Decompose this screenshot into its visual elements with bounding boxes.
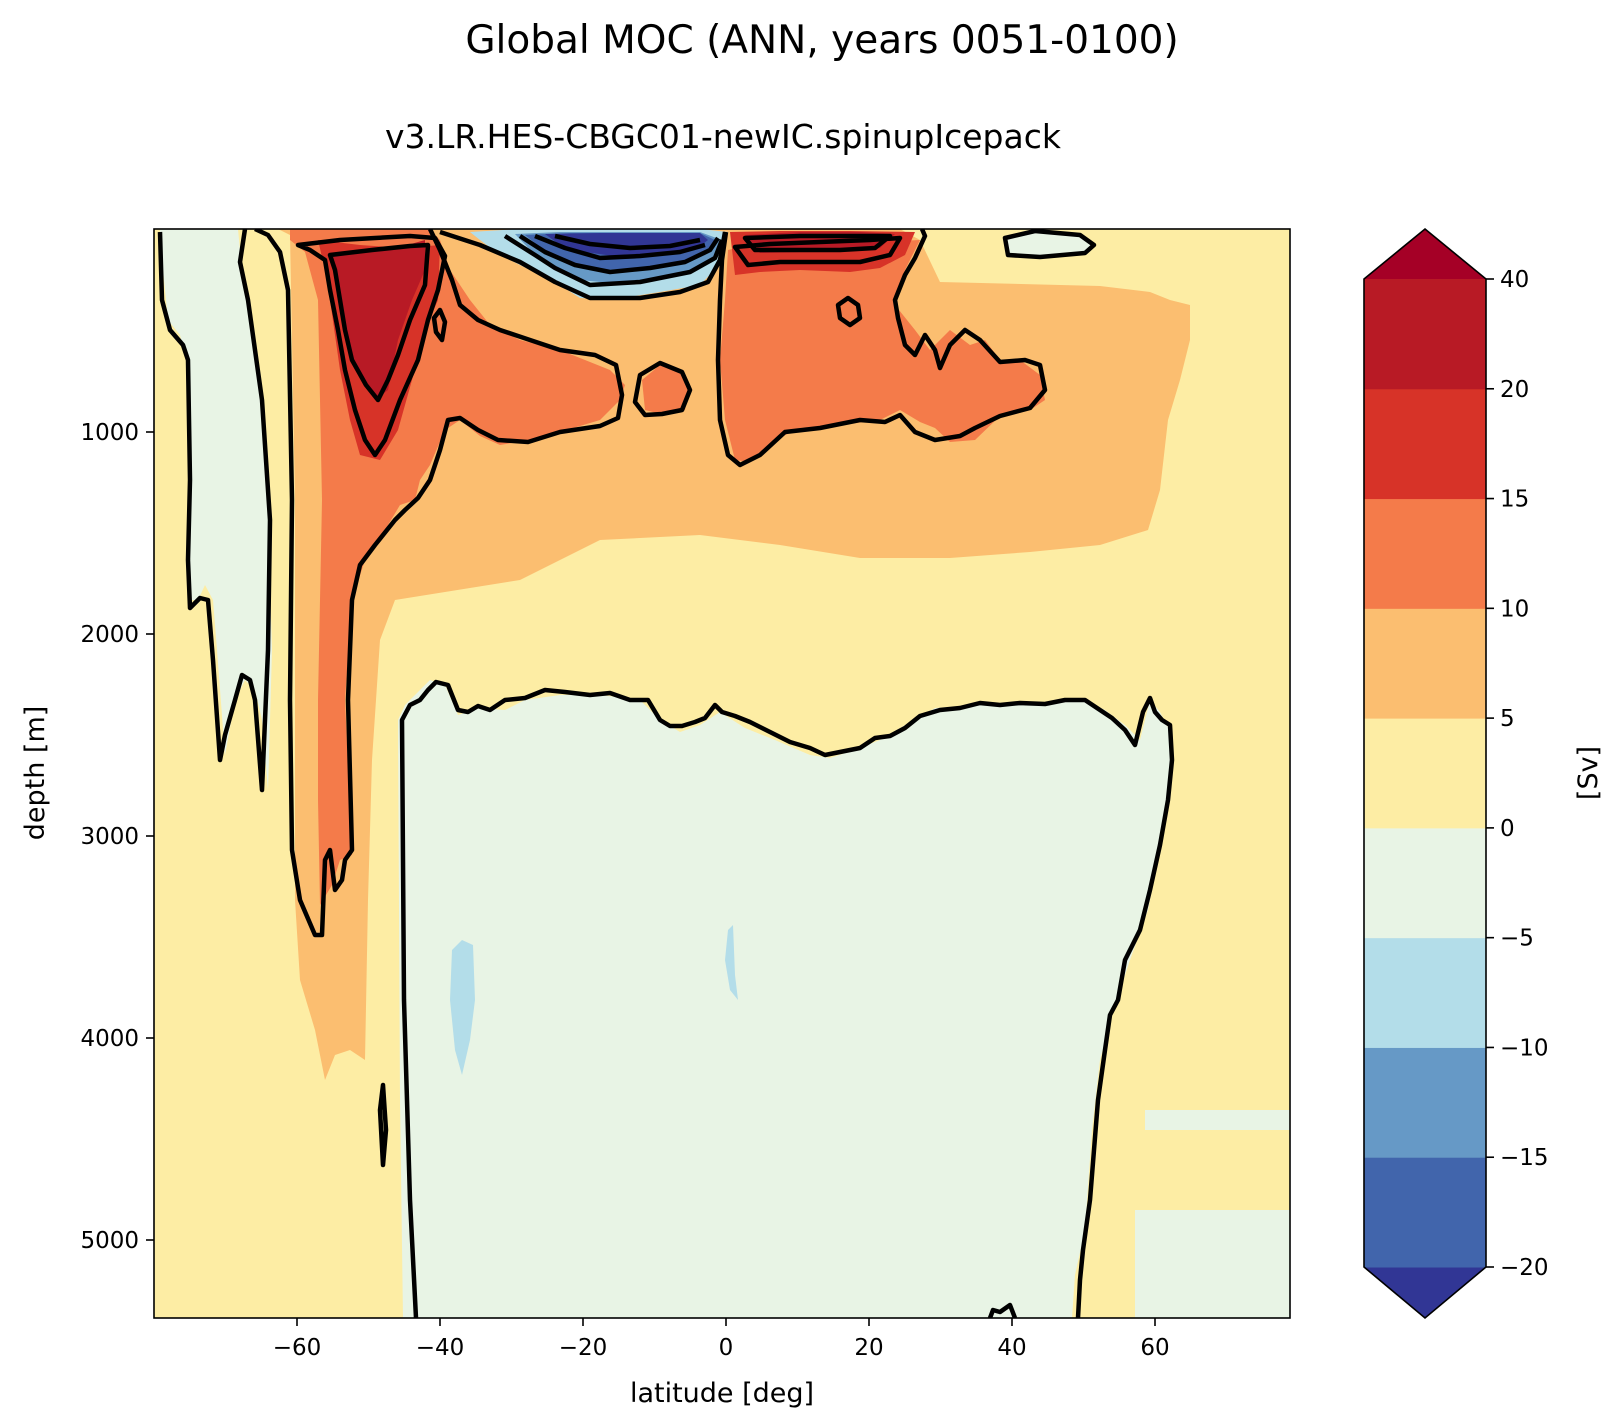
contour-lines <box>157 229 1175 1318</box>
x-tick-label: −60 <box>273 1335 322 1361</box>
contour-subtropical-minus10 <box>518 234 720 275</box>
contour-deep-sliver-north <box>987 1302 1018 1318</box>
x-tick-label: 0 <box>719 1335 734 1361</box>
x-tick-label: 60 <box>1140 1335 1169 1361</box>
y-tick-label: 2000 <box>80 622 139 648</box>
colorbar-tick-label: −5 <box>1500 926 1534 952</box>
colorbar-band <box>1364 1047 1486 1158</box>
contour-southern-small-loop <box>431 307 448 343</box>
colorbar-band <box>1364 279 1486 390</box>
x-tick-4: 0 <box>719 1318 734 1361</box>
colorbar-extend-under <box>1364 1267 1486 1318</box>
contour-northern-surface-loop <box>1002 229 1097 260</box>
x-tick-5: 20 <box>854 1318 884 1361</box>
plot-area <box>154 229 1290 1318</box>
contour-northern-cell-10 <box>742 233 893 253</box>
contour-subtropical-negative <box>439 229 728 301</box>
colorbar-band <box>1364 827 1486 939</box>
contour-deacon-zero <box>254 229 625 938</box>
northern-surface-negative-patch <box>1005 232 1093 256</box>
colorbar-tick-label: 10 <box>1500 596 1529 622</box>
colorbar-bands <box>1364 279 1486 1268</box>
colorbar-ticks: −20 −15 −10 −5 0 5 10 15 20 40 <box>1486 267 1549 1281</box>
x-tick-2: −40 <box>416 1318 465 1361</box>
chart-subtitle: v3.LR.HES-CBGC01-newIC.spinupIcepack <box>385 117 1062 156</box>
y-tick-5: 5000 <box>80 1228 154 1254</box>
x-tick-label: 40 <box>997 1335 1026 1361</box>
negative-cell-minus20 <box>545 233 708 257</box>
abyssal-negative-region <box>398 680 1172 1318</box>
x-tick-label: −40 <box>416 1335 465 1361</box>
y-axis: 1000 2000 3000 4000 5000 depth [m] <box>20 420 154 1254</box>
y-axis-label: depth [m] <box>20 706 51 841</box>
colorbar-extend-over <box>1364 229 1486 279</box>
x-tick-7: 60 <box>1140 1318 1170 1361</box>
chart-title: Global MOC (ANN, years 0051-0100) <box>465 18 1178 63</box>
contour-northern-small-loop <box>835 295 863 328</box>
y-tick-label: 1000 <box>80 420 139 446</box>
x-axis: −60 −40 −20 0 20 40 60 latitude [deg] <box>273 1318 1170 1409</box>
contour-abyssal-zero <box>399 679 1175 1318</box>
deep-negative-blob-equator <box>725 925 738 1000</box>
deep-negative-blob-west <box>450 940 475 1075</box>
colorbar-band <box>1364 388 1486 500</box>
x-tick-label: −20 <box>559 1335 608 1361</box>
plot-frame <box>153 228 1291 1319</box>
colorbar-tick-label: −10 <box>1500 1035 1549 1061</box>
colorbar-band <box>1364 498 1486 609</box>
contour-northern-zero <box>715 229 1048 468</box>
x-tick-label: 20 <box>854 1335 883 1361</box>
x-tick-3: −20 <box>559 1318 608 1361</box>
y-tick-2: 2000 <box>80 622 154 648</box>
colorbar-label: [Sv] <box>1573 746 1604 800</box>
contour-northern-cell-20 <box>732 235 903 268</box>
midlat-cell-10-15 <box>642 365 690 415</box>
colorbar: −20 −15 −10 −5 0 5 10 15 20 40 [Sv] <box>1363 227 1604 1320</box>
contour-subtropical-minus15 <box>534 233 706 261</box>
y-tick-label: 4000 <box>80 1026 139 1052</box>
contour-midlat-loop <box>632 360 693 418</box>
northern-cell-10-15 <box>720 240 1045 462</box>
colorbar-band <box>1364 608 1486 719</box>
colorbar-band <box>1364 718 1486 829</box>
y-tick-1: 1000 <box>80 420 154 446</box>
colorbar-tick-label: 0 <box>1500 816 1515 842</box>
contour-subtropical-minus5 <box>503 234 725 288</box>
colorbar-tick-label: 5 <box>1500 706 1515 732</box>
colorbar-tick-label: 40 <box>1500 267 1529 293</box>
colorbar-band <box>1364 1157 1486 1268</box>
colorbar-tick-label: 15 <box>1500 487 1529 513</box>
contour-deep-sliver <box>377 1082 389 1168</box>
colorbar-band <box>1364 937 1486 1048</box>
colorbar-tick-label: 20 <box>1500 377 1529 403</box>
x-axis-label: latitude [deg] <box>630 1378 814 1409</box>
colorbar-tick-label: −20 <box>1500 1255 1549 1281</box>
x-tick-6: 40 <box>997 1318 1027 1361</box>
y-tick-label: 3000 <box>80 824 139 850</box>
contour-southern-cell-20 <box>295 233 448 458</box>
y-tick-label: 5000 <box>80 1228 139 1254</box>
contour-southern-zero <box>157 229 273 793</box>
colorbar-tick-label: −15 <box>1500 1145 1549 1171</box>
y-tick-4: 4000 <box>80 1026 154 1052</box>
contour-southern-cell-10 <box>327 242 431 403</box>
y-tick-3: 3000 <box>80 824 154 850</box>
northern-abyssal-negative-patch <box>1135 1110 1290 1318</box>
contour-subtropical-minus20 <box>554 233 701 251</box>
x-tick-1: −60 <box>273 1318 322 1361</box>
